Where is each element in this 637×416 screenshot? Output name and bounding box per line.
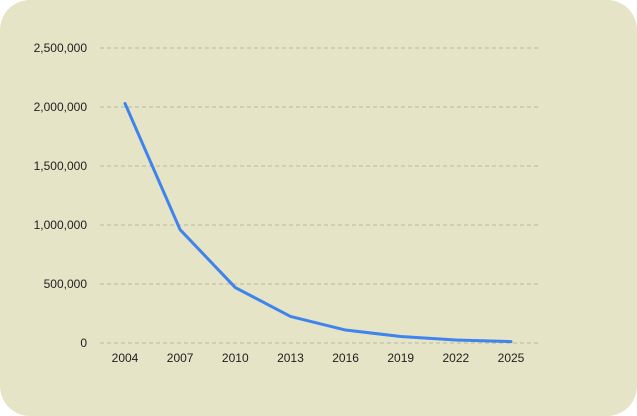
series-line — [123, 101, 513, 344]
y-tick-label: 1,500,000 — [34, 159, 88, 173]
y-tick-label: 0 — [80, 336, 87, 350]
x-axis: 2004 2007 2010 2013 2016 2019 2022 2025 — [112, 351, 525, 365]
grid-lines — [100, 47, 540, 344]
y-tick-label: 500,000 — [44, 277, 88, 291]
x-tick-label: 2022 — [443, 351, 470, 365]
x-tick-label: 2019 — [387, 351, 414, 365]
x-tick-label: 2013 — [277, 351, 304, 365]
x-tick-label: 2016 — [332, 351, 359, 365]
x-tick-label: 2007 — [167, 351, 194, 365]
y-tick-label: 2,000,000 — [34, 100, 88, 114]
x-tick-label: 2004 — [112, 351, 139, 365]
y-tick-label: 2,500,000 — [34, 41, 88, 55]
y-axis: 0 500,000 1,000,000 1,500,000 2,000,000 2,500… — [34, 41, 88, 350]
x-tick-label: 2010 — [222, 351, 249, 365]
x-tick-label: 2025 — [498, 351, 525, 365]
series-group — [123, 101, 513, 344]
y-tick-label: 1,000,000 — [34, 218, 88, 232]
